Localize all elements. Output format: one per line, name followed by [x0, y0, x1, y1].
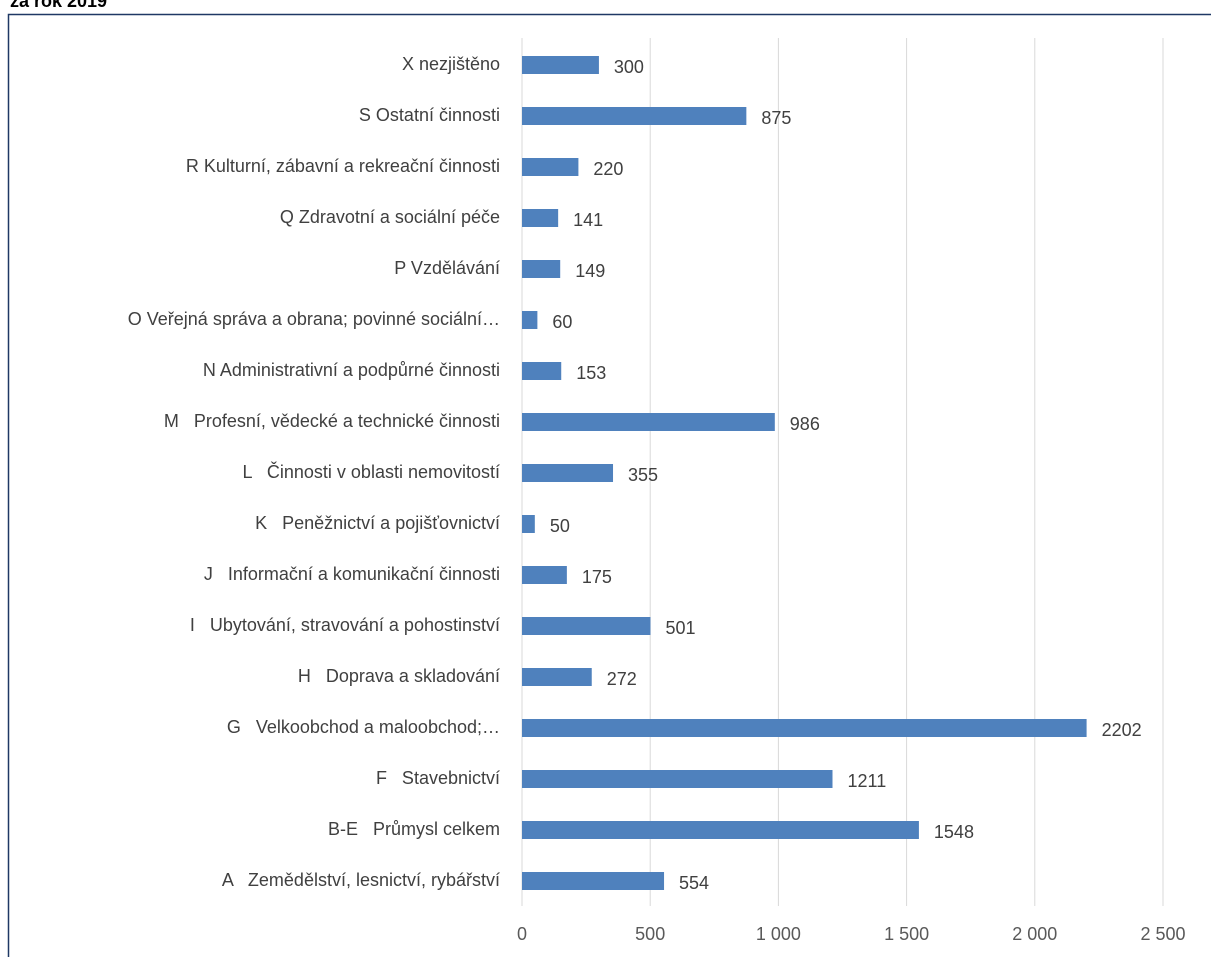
data-label: 175	[582, 567, 612, 587]
bar	[522, 770, 833, 788]
bar	[522, 668, 592, 686]
y-tick-label: O Veřejná správa a obrana; povinné sociá…	[128, 309, 500, 329]
x-tick-label: 500	[635, 924, 665, 944]
bar	[522, 56, 599, 74]
data-label: 986	[790, 414, 820, 434]
x-tick-label: 1 500	[884, 924, 929, 944]
y-tick-label: S Ostatní činnosti	[359, 105, 500, 125]
data-label: 300	[614, 57, 644, 77]
data-label: 220	[593, 159, 623, 179]
bar	[522, 566, 567, 584]
data-label: 554	[679, 873, 709, 893]
data-label: 149	[575, 261, 605, 281]
bar	[522, 719, 1087, 737]
y-tick-label: G Velkoobchod a maloobchod;…	[227, 717, 500, 737]
data-label: 60	[552, 312, 572, 332]
y-tick-label: L Činnosti v oblasti nemovitostí	[243, 461, 500, 482]
y-tick-label: X nezjištěno	[402, 54, 500, 74]
y-tick-label: J Informační a komunikační činnosti	[204, 564, 500, 584]
bar	[522, 107, 747, 125]
y-tick-label: F Stavebnictví	[376, 768, 500, 788]
data-label: 2202	[1102, 720, 1142, 740]
x-tick-label: 2 500	[1140, 924, 1185, 944]
data-label: 272	[607, 669, 637, 689]
bar	[522, 362, 562, 380]
bar	[522, 617, 651, 635]
bar	[522, 464, 614, 482]
x-tick-label: 1 000	[756, 924, 801, 944]
data-label: 875	[761, 108, 791, 128]
x-tick-label: 2 000	[1012, 924, 1057, 944]
bar	[522, 311, 538, 329]
y-tick-label: I Ubytování, stravování a pohostinství	[190, 615, 500, 635]
y-tick-label: K Peněžnictví a pojišťovnictví	[255, 513, 500, 533]
bar	[522, 872, 665, 890]
data-label: 1548	[934, 822, 974, 842]
bar	[522, 209, 559, 227]
y-tick-label: Q Zdravotní a sociální péče	[280, 207, 500, 227]
data-label: 141	[573, 210, 603, 230]
y-tick-label: A Zemědělství, lesnictví, rybářství	[222, 870, 500, 890]
x-tick-label: 0	[517, 924, 527, 944]
data-label: 50	[550, 516, 570, 536]
data-label: 501	[665, 618, 695, 638]
bar	[522, 515, 535, 533]
chart-border	[7, 13, 1211, 957]
y-tick-label: R Kulturní, zábavní a rekreační činnosti	[186, 156, 500, 176]
y-tick-label: N Administrativní a podpůrné činnosti	[203, 360, 500, 380]
chart-title: za rok 2019	[10, 0, 107, 11]
data-label: 1211	[848, 771, 887, 791]
y-tick-label: H Doprava a skladování	[298, 666, 500, 686]
bar	[522, 260, 561, 278]
data-label: 153	[576, 363, 606, 383]
bar	[522, 158, 579, 176]
data-label: 355	[628, 465, 658, 485]
y-tick-label: M Profesní, vědecké a technické činnosti	[164, 411, 500, 431]
bar	[522, 821, 919, 839]
y-tick-label: B-E Průmysl celkem	[328, 819, 500, 839]
y-tick-label: P Vzdělávání	[394, 258, 500, 278]
bar	[522, 413, 775, 431]
